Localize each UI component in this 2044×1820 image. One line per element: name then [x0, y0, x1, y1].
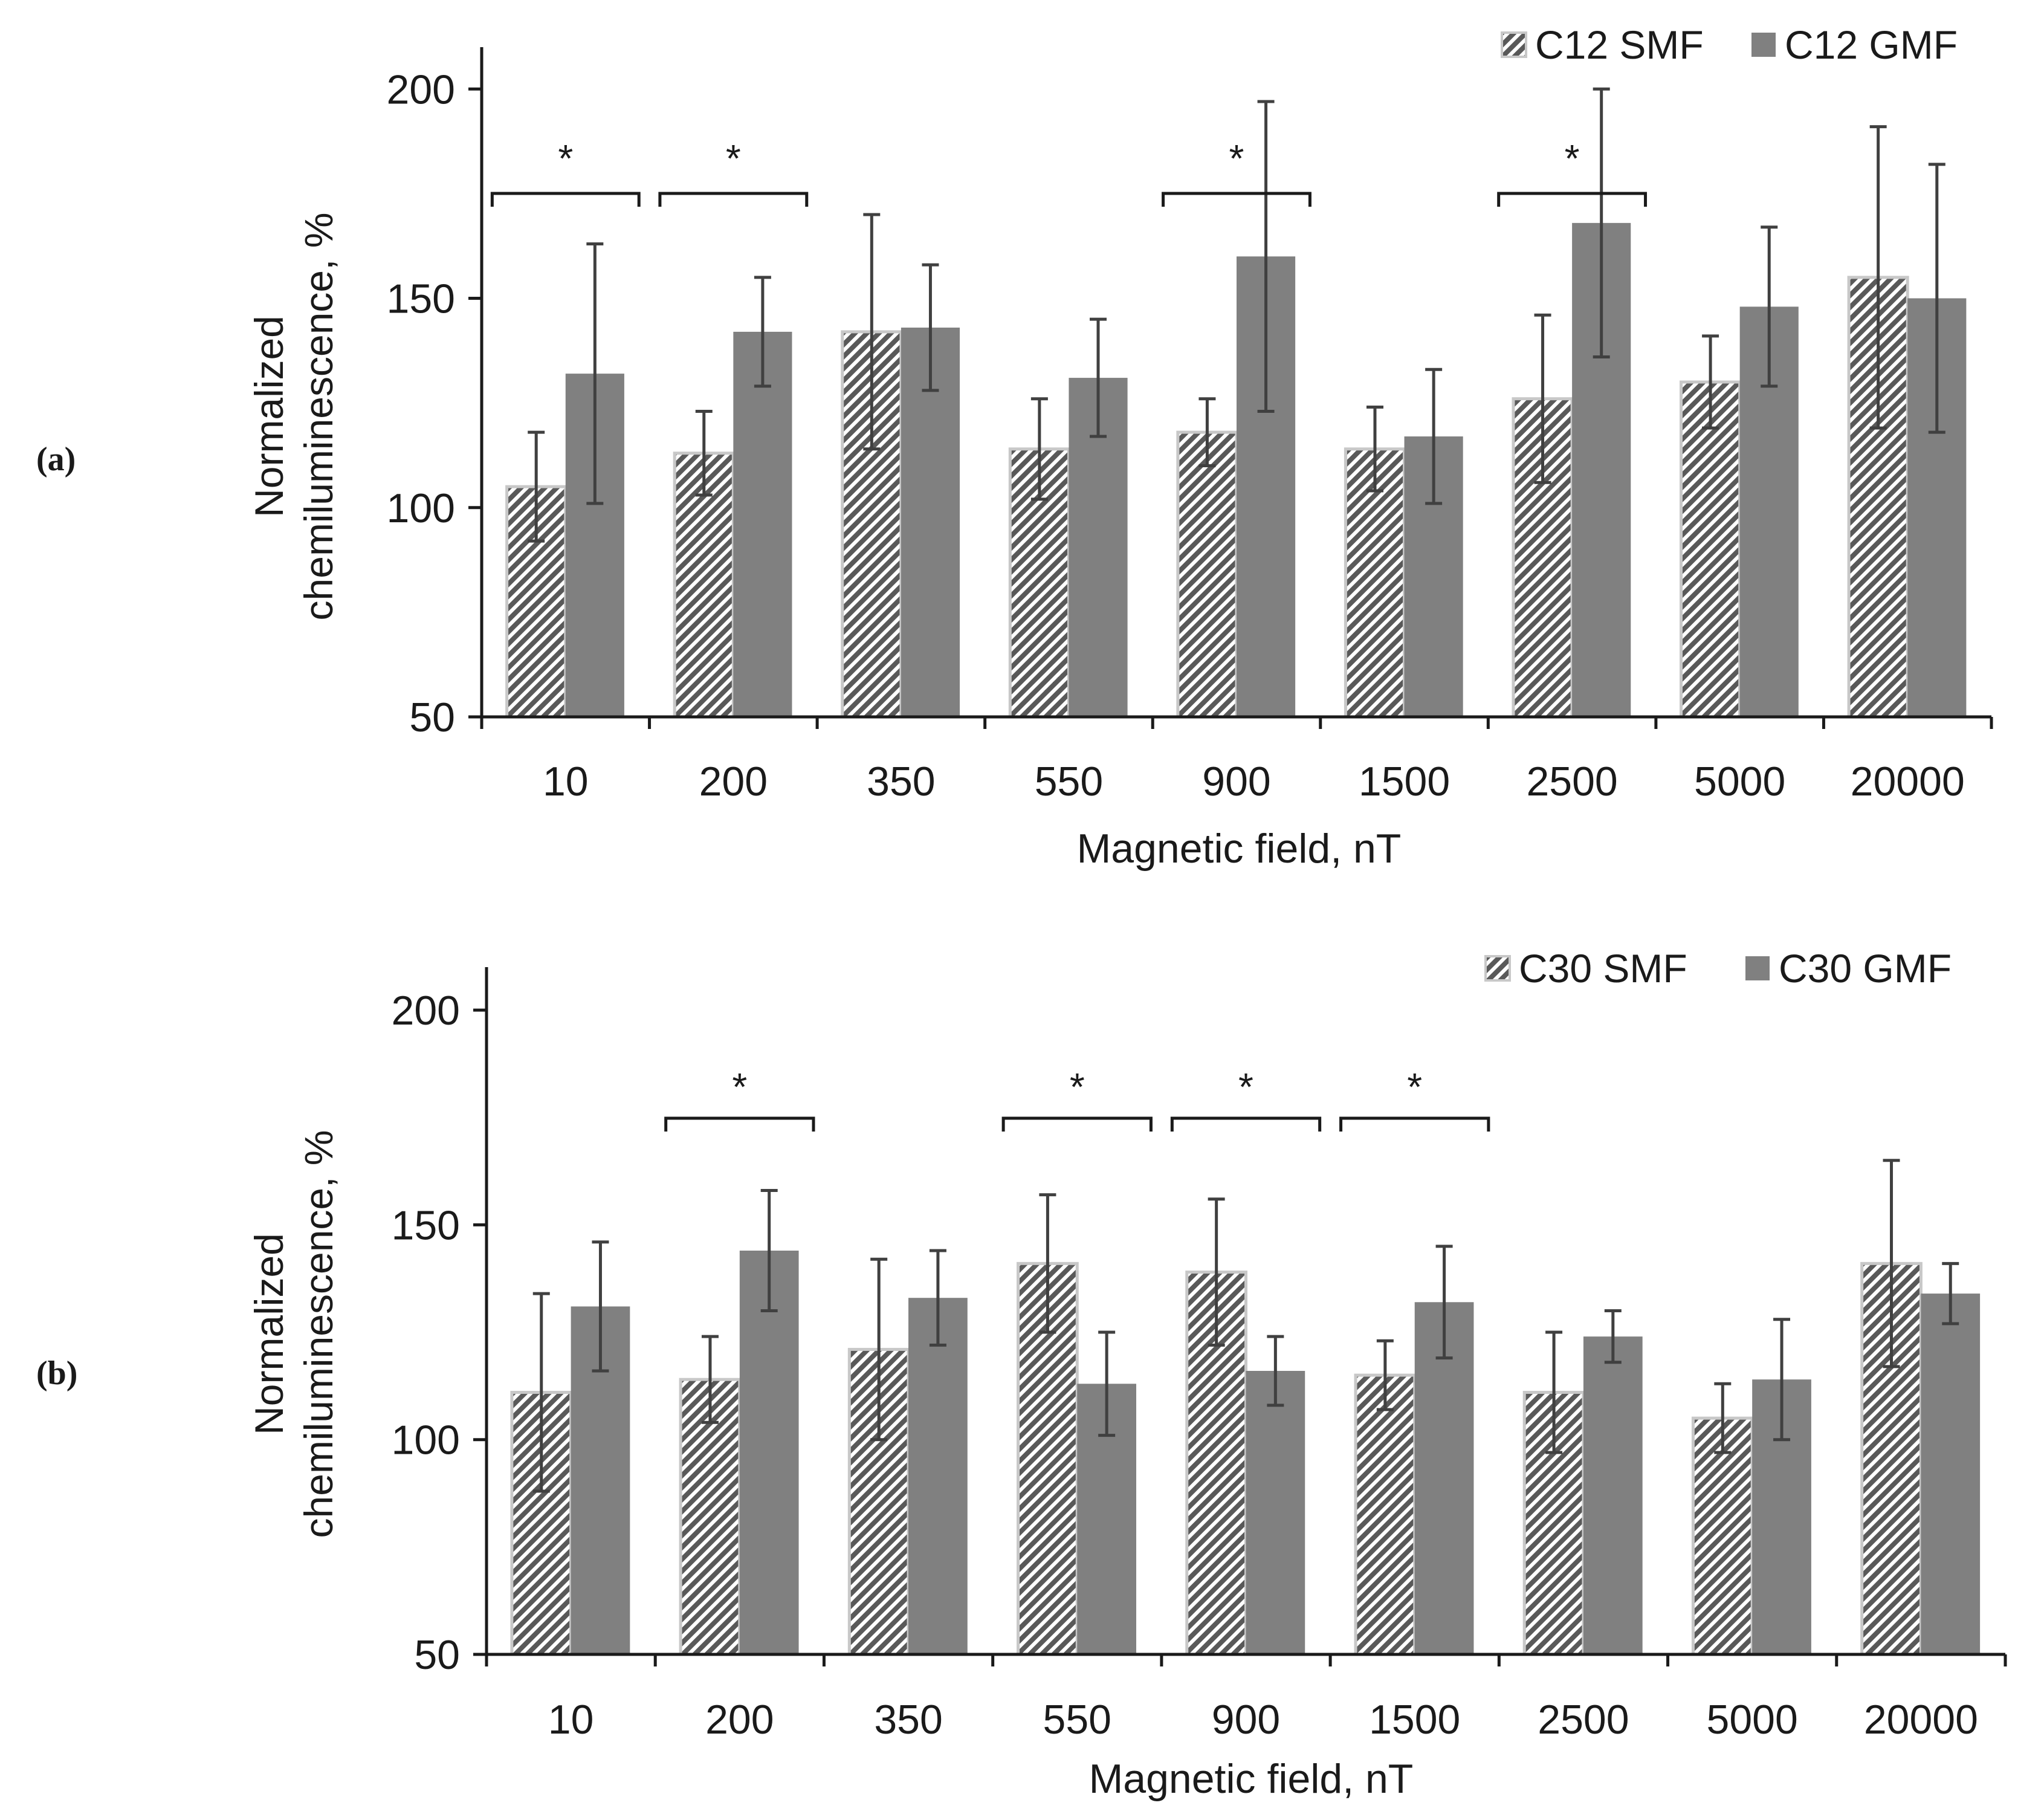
bar-gmf-200	[739, 1251, 799, 1654]
x-axis-title: Magnetic field, nT	[1089, 1756, 1414, 1802]
legend-label-smf: C30 SMF	[1519, 946, 1687, 991]
plot-area: 50 100 150 200 10 200 350 550 900 1500 2500 5000 200…	[392, 967, 2007, 1743]
plot-area: 50 100 150 200 10 200 350 550 900 1500 2500 5000 200…	[387, 47, 1993, 805]
significance-star-2500: *	[1565, 137, 1580, 180]
y-tick-label-200: 200	[387, 66, 455, 112]
bar-gmf-350	[908, 1298, 968, 1654]
x-tick-label-20000: 20000	[1864, 1697, 1978, 1743]
x-tick-label-550: 550	[1043, 1697, 1111, 1743]
panel-label: (a)	[36, 441, 76, 478]
significance-bracket-1500	[1339, 1116, 1490, 1132]
legend-label-gmf: C30 GMF	[1779, 946, 1952, 991]
bar-gmf-350	[901, 327, 960, 717]
legend-swatch-gmf	[1751, 33, 1776, 57]
bar-gmf-20000	[1921, 1294, 1981, 1654]
x-tick-label-200: 200	[699, 759, 768, 805]
x-tick-label-5000: 5000	[1707, 1697, 1798, 1743]
y-axis-title-line1: Normalized	[247, 1233, 291, 1435]
legend-swatch-smf	[1501, 31, 1527, 58]
significance-bracket-900	[1162, 192, 1311, 207]
significance-star-200: *	[732, 1065, 747, 1109]
x-tick-label-350: 350	[874, 1697, 942, 1743]
y-tick-label-100: 100	[387, 485, 455, 531]
x-tick-label-2500: 2500	[1538, 1697, 1629, 1743]
bar-smf-5000	[1680, 380, 1742, 719]
bar-gmf-200	[733, 331, 792, 717]
x-axis-title: Magnetic field, nT	[1077, 826, 1402, 872]
y-axis-title-line2: chemiluminescence, %	[296, 213, 341, 621]
significance-bracket-200	[658, 192, 809, 207]
y-tick-label-50: 50	[414, 1632, 460, 1678]
x-tick-label-900: 900	[1212, 1697, 1280, 1743]
significance-bracket-2500	[1497, 192, 1648, 207]
bar-smf-1500	[1354, 1373, 1417, 1656]
significance-bracket-200	[664, 1116, 815, 1132]
legend-swatch-gmf	[1745, 956, 1770, 980]
legend-label-gmf: C12 GMF	[1785, 22, 1958, 67]
significance-bracket-10	[490, 192, 641, 207]
x-tick-label-10: 10	[548, 1697, 594, 1743]
significance-star-900: *	[1229, 137, 1244, 180]
x-tick-label-1500: 1500	[1369, 1697, 1460, 1743]
bar-smf-200	[673, 452, 735, 719]
x-tick-label-1500: 1500	[1359, 759, 1450, 805]
x-tick-label-2500: 2500	[1526, 759, 1617, 805]
bar-gmf-2500	[1583, 1336, 1643, 1654]
y-tick-label-100: 100	[392, 1417, 460, 1463]
chart-panel-a: (a) Normalized chemiluminescence, % Magn…	[36, 22, 1993, 872]
x-tick-label-10: 10	[543, 759, 589, 805]
legend-label-smf: C12 SMF	[1535, 22, 1704, 67]
x-tick-label-900: 900	[1202, 759, 1270, 805]
significance-star-10: *	[558, 137, 573, 180]
bar-gmf-900	[1246, 1370, 1305, 1654]
y-tick-label-150: 150	[387, 276, 455, 322]
x-tick-label-550: 550	[1035, 759, 1103, 805]
legend-swatch-smf	[1484, 955, 1511, 982]
bar-gmf-1500	[1414, 1302, 1474, 1654]
legend: C12 SMF C12 GMF	[1501, 22, 1958, 67]
x-tick-label-20000: 20000	[1851, 759, 1965, 805]
y-tick-label-50: 50	[409, 695, 455, 740]
x-tick-label-5000: 5000	[1694, 759, 1785, 805]
significance-star-1500: *	[1407, 1065, 1422, 1109]
significance-star-200: *	[726, 137, 741, 180]
x-tick-label-200: 200	[705, 1697, 774, 1743]
y-axis-title-line2: chemiluminescence, %	[296, 1130, 341, 1538]
x-tick-label-350: 350	[867, 759, 935, 805]
significance-bracket-550	[1001, 1116, 1153, 1132]
significance-star-550: *	[1070, 1065, 1085, 1109]
panel-label: (b)	[36, 1355, 77, 1392]
significance-bracket-900	[1170, 1116, 1322, 1132]
significance-star-900: *	[1238, 1065, 1253, 1109]
y-tick-label-150: 150	[392, 1202, 460, 1248]
legend: C30 SMF C30 GMF	[1484, 946, 1952, 991]
chart-panel-b: (b) Normalized chemiluminescence, % Magn…	[36, 946, 2007, 1802]
bar-smf-900	[1176, 430, 1238, 719]
y-tick-label-200: 200	[392, 988, 460, 1034]
y-axis-title-line1: Normalized	[247, 316, 291, 517]
